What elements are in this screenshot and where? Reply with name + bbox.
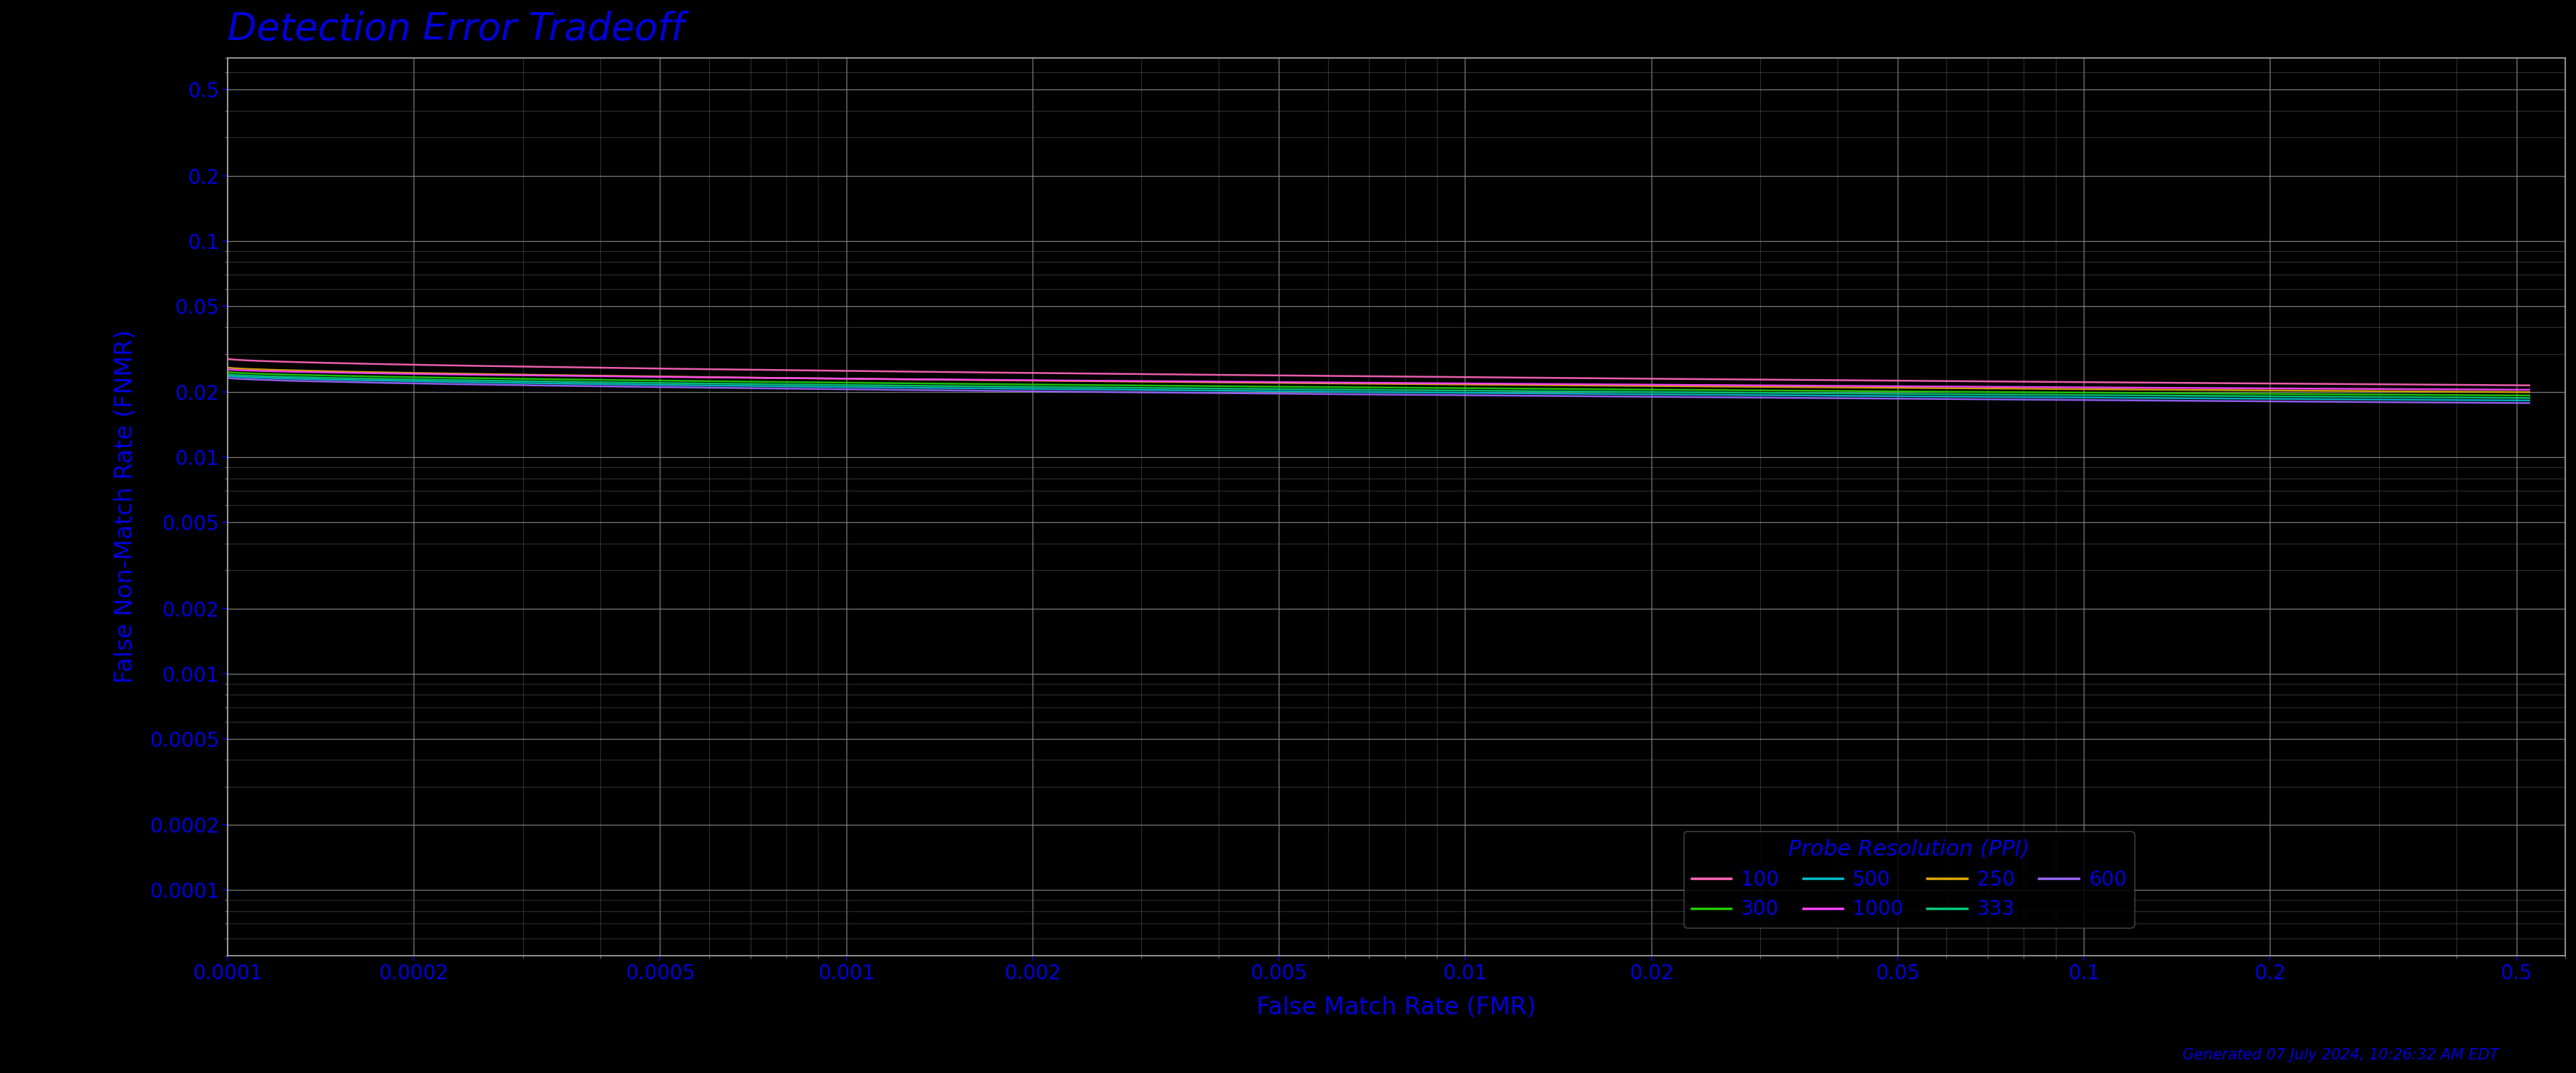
- Text: Detection Error Tradeoff: Detection Error Tradeoff: [227, 11, 685, 48]
- Legend: 100, 300, 500, 1000, 250, 333, 600: 100, 300, 500, 1000, 250, 333, 600: [1682, 831, 2136, 927]
- X-axis label: False Match Rate (FMR): False Match Rate (FMR): [1257, 996, 1535, 1019]
- Y-axis label: False Non-Match Rate (FNMR): False Non-Match Rate (FNMR): [113, 329, 137, 684]
- Text: Generated 07 July 2024, 10:26:32 AM EDT: Generated 07 July 2024, 10:26:32 AM EDT: [2182, 1048, 2499, 1062]
